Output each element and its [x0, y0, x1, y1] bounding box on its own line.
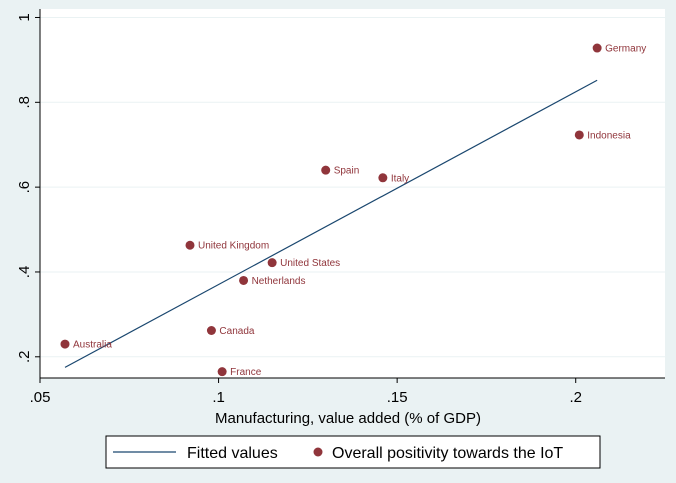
plot-area: [40, 9, 665, 378]
point-label: Canada: [219, 326, 254, 337]
legend-label-positivity: Overall positivity towards the IoT: [332, 445, 563, 462]
legend-label-fitted: Fitted values: [187, 445, 278, 462]
data-point: [185, 240, 195, 250]
legend-marker-swatch: [313, 447, 323, 457]
data-point: [217, 367, 227, 377]
y-tick-label: .2: [16, 351, 33, 364]
point-label: Spain: [334, 166, 360, 177]
point-label: Italy: [391, 173, 409, 184]
point-label: France: [230, 367, 262, 378]
gridlines: [40, 16, 665, 358]
data-point: [206, 325, 216, 335]
y-tick-label: 1: [16, 13, 33, 21]
fitted-values-line: [64, 79, 598, 368]
axes: .2 .4 .6 .8 1 .05 .1 .15 .2: [16, 9, 665, 406]
fitted-line-layer: [64, 79, 598, 368]
y-tick-label: .4: [16, 266, 33, 279]
x-axis-label: Manufacturing, value added (% of GDP): [215, 410, 481, 427]
data-point: [239, 275, 249, 285]
data-point: [574, 130, 584, 140]
data-point: [592, 43, 602, 53]
point-label: United Kingdom: [198, 241, 269, 252]
x-tick-label: .1: [212, 389, 225, 406]
data-point: [267, 258, 277, 268]
y-tick-label: .6: [16, 181, 33, 194]
data-points: Australia France Canada Netherlands United S…: [60, 43, 646, 378]
x-tick-label: .05: [30, 389, 51, 406]
point-label: United States: [280, 258, 340, 269]
point-label: Netherlands: [252, 276, 306, 287]
point-label: Germany: [605, 44, 646, 55]
point-label: Indonesia: [587, 130, 631, 141]
data-point: [321, 165, 331, 175]
x-tick-label: .2: [569, 389, 582, 406]
legend: Fitted values Overall positivity towards…: [105, 435, 601, 469]
legend-box: [105, 435, 601, 469]
data-point: [60, 339, 70, 349]
x-tick-label: .15: [387, 389, 408, 406]
y-tick-label: .8: [16, 96, 33, 109]
data-point: [378, 173, 388, 183]
point-label: Australia: [73, 340, 112, 351]
